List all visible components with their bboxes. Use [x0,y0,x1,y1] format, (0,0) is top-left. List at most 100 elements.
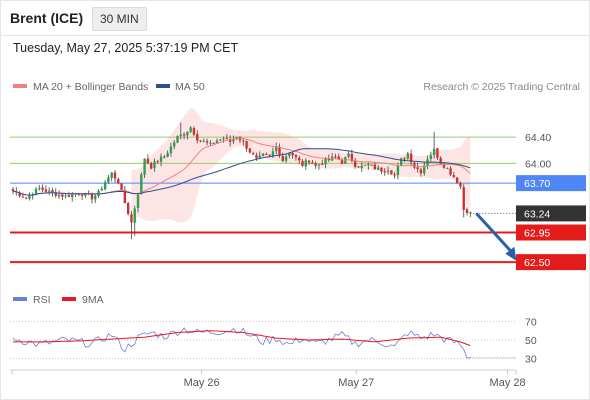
candle-body [307,160,311,163]
candle-body [21,196,25,198]
candle-body [80,194,84,196]
candle-body [373,164,377,170]
candle-body [136,194,140,209]
bollinger-band-area [131,108,471,223]
candle-body [159,156,163,162]
candle-body [304,160,308,167]
legend-9ma-label: 9MA [82,294,104,306]
candle-body [133,208,136,223]
candle-body [18,192,21,197]
candle-body [57,194,61,197]
candle-body [390,170,393,175]
candle-body [275,146,278,152]
candle-body [113,172,117,179]
candle-body [41,187,44,190]
legend-rsi-label: RSI [33,294,51,306]
candle-body [446,168,449,170]
candle-body [258,155,261,159]
candle-body [117,179,120,184]
candle-body [298,157,301,161]
candle-body [436,148,439,158]
candle-body [209,142,212,144]
candle-body [294,155,298,158]
candle-body [169,146,173,154]
candle-body [301,160,304,166]
candle-body [245,141,248,149]
candle-body [123,189,127,204]
candle-body [47,190,51,192]
candle-body [61,194,64,197]
candle-body [409,153,413,163]
candle-body [90,193,94,200]
interval-badge[interactable]: 30 MIN [92,7,147,31]
candle-body [432,148,436,155]
candle-body [400,158,403,166]
legend-ma20-label: MA 20 + Bollinger Bands [33,81,148,93]
candle-body [215,140,219,144]
candle-body [51,190,54,193]
candle-body [176,135,179,143]
candle-body [419,169,423,174]
candle-body [94,195,97,200]
candle-body [261,153,265,156]
candle-body [163,156,166,158]
outlook-arrow-shaft [475,212,514,254]
candle-body [219,139,222,141]
candle-body [255,154,258,159]
candle-body [439,157,442,164]
candle-body [67,195,71,197]
candle-body [429,155,433,159]
candle-body [202,140,206,142]
candle-body [268,154,271,156]
candle-body [311,162,314,164]
timestamp: Tuesday, May 27, 2025 5:37:19 PM CET [13,41,239,55]
candle-body [235,136,238,139]
candle-body [455,177,459,184]
candle-body [459,183,462,187]
candle-body [11,189,15,192]
candle-body [406,153,409,159]
moving-averages [12,137,471,196]
candle-body [347,153,350,157]
legend-ma20-swatch [13,84,27,88]
candle-body [153,161,156,169]
candle-body [205,141,209,143]
level-badge-63.70 [516,175,586,192]
candle-body [337,156,340,160]
candle-body [393,174,396,176]
rsi-ma-line [13,330,471,347]
candle-body [182,134,186,136]
candle-body [271,151,275,156]
level-label-62.95: 62.95 [524,228,550,240]
candle-body [100,188,104,191]
candle-body [353,160,357,167]
legend-ma50-label: MA 50 [175,81,205,93]
candle-body [228,139,232,142]
candle-body [370,164,373,166]
candle-body [107,177,110,183]
candle-body [156,161,159,163]
candle-body [386,170,390,172]
candle-body [173,142,176,147]
candle-body [186,131,189,136]
bollinger-bands [131,108,471,223]
candle-body [225,138,229,140]
candle-body [442,163,446,168]
candle-body [383,171,386,173]
level-badge-62.50 [516,254,586,271]
candle-body [24,197,28,199]
candle-body [54,192,57,196]
legend-9ma-swatch [62,297,76,301]
candle-body [357,166,360,168]
candle-body [314,163,317,166]
candle-body [149,163,153,169]
candle-body [449,168,452,175]
candle-body [84,192,87,196]
candle-body [146,158,150,164]
candle-body [376,167,380,170]
candle-body [179,134,182,137]
candle-body [103,182,107,190]
candle-body [413,162,416,168]
copyright: Research © 2025 Trading Central [423,81,580,93]
level-label-63.24: 63.24 [524,208,550,220]
